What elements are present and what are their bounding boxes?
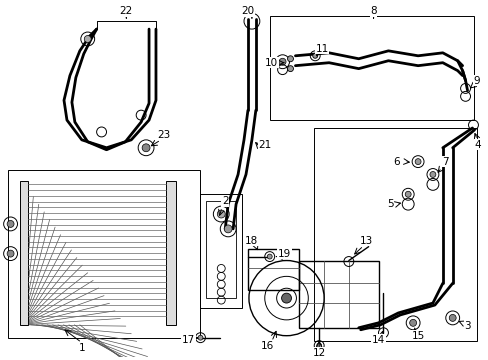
Text: 22: 22 — [120, 6, 133, 16]
Circle shape — [287, 56, 293, 62]
Text: 14: 14 — [371, 335, 385, 345]
Text: 19: 19 — [277, 249, 290, 258]
Text: 17: 17 — [182, 335, 195, 345]
Circle shape — [312, 53, 317, 58]
Text: 18: 18 — [245, 236, 258, 246]
Circle shape — [316, 343, 321, 348]
Bar — [20, 181, 28, 325]
Text: 11: 11 — [315, 44, 328, 54]
Circle shape — [405, 191, 410, 197]
Text: 13: 13 — [359, 236, 372, 246]
Circle shape — [142, 144, 150, 152]
Bar — [314, 128, 476, 341]
Bar — [165, 181, 175, 325]
Text: 6: 6 — [392, 157, 399, 167]
Text: 15: 15 — [410, 331, 424, 341]
Text: 16: 16 — [261, 341, 274, 351]
Circle shape — [279, 58, 285, 65]
Bar — [206, 201, 236, 298]
Text: 8: 8 — [369, 6, 376, 16]
Circle shape — [287, 66, 293, 72]
Circle shape — [217, 210, 225, 218]
Bar — [247, 249, 299, 290]
Text: 20: 20 — [241, 6, 254, 16]
Bar — [269, 16, 473, 120]
Bar — [200, 194, 242, 308]
Text: 3: 3 — [463, 321, 470, 331]
Circle shape — [429, 171, 435, 177]
Text: 23: 23 — [157, 130, 170, 140]
Circle shape — [267, 254, 272, 259]
Circle shape — [7, 220, 14, 228]
Text: 21: 21 — [258, 140, 271, 150]
Circle shape — [409, 319, 416, 326]
Text: 1: 1 — [78, 343, 85, 352]
Circle shape — [414, 159, 420, 165]
Circle shape — [224, 225, 232, 233]
Circle shape — [198, 335, 203, 340]
Text: 2: 2 — [222, 196, 228, 206]
Circle shape — [7, 250, 14, 257]
Text: 4: 4 — [473, 140, 480, 150]
Bar — [299, 261, 378, 328]
Bar — [8, 170, 200, 338]
Circle shape — [281, 293, 291, 303]
Text: 9: 9 — [472, 76, 479, 86]
Text: 10: 10 — [264, 58, 278, 68]
Circle shape — [448, 314, 455, 321]
Text: 7: 7 — [442, 157, 448, 167]
Circle shape — [84, 36, 91, 42]
Text: 12: 12 — [312, 347, 325, 357]
Text: 5: 5 — [386, 199, 393, 209]
